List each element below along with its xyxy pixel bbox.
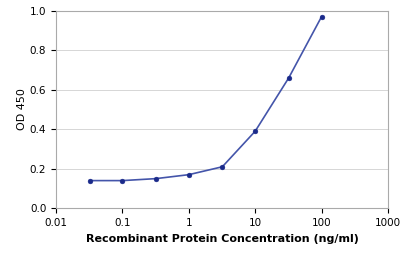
Y-axis label: OD 450: OD 450 [17,89,27,130]
X-axis label: Recombinant Protein Concentration (ng/ml): Recombinant Protein Concentration (ng/ml… [86,234,358,244]
